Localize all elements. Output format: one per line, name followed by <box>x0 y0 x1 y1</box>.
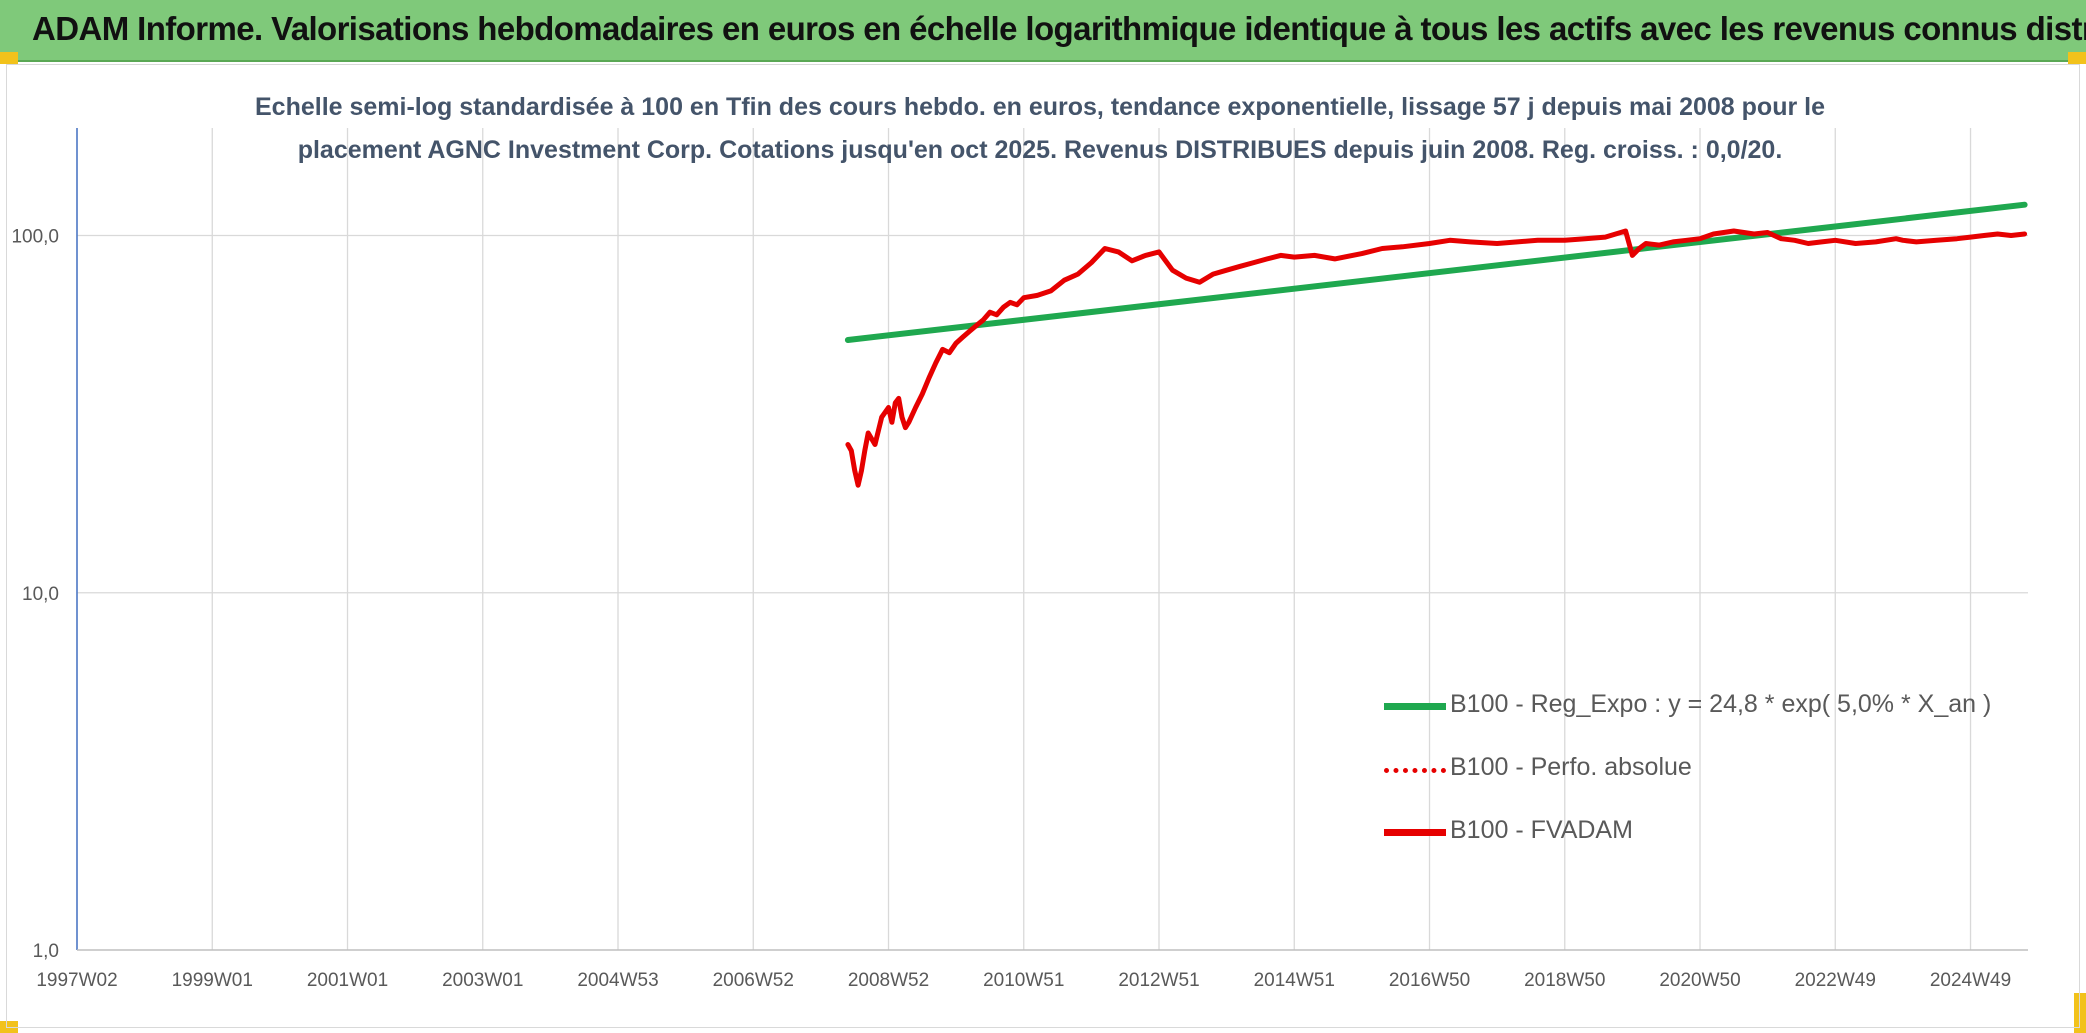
x-tick-label: 1997W02 <box>36 970 117 991</box>
x-tick-label: 1999W01 <box>172 970 253 991</box>
legend-swatch-regression <box>1384 703 1446 710</box>
x-tick-label: 2003W01 <box>442 970 523 991</box>
y-tick-label: 1,0 <box>33 941 59 962</box>
x-tick-label: 2008W52 <box>848 970 929 991</box>
series-line-solid-green <box>844 201 2028 343</box>
legend-swatch-fvadam <box>1384 829 1446 836</box>
x-tick-label: 2016W50 <box>1389 970 1470 991</box>
legend-label-fvadam: B100 - FVADAM <box>1450 816 1633 844</box>
report-header: ADAM Informe. Valorisations hebdomadaire… <box>0 0 2086 62</box>
x-tick-label: 2006W52 <box>713 970 794 991</box>
legend-swatch-perfo-absolue <box>1384 768 1446 773</box>
x-tick-label: 2004W53 <box>577 970 658 991</box>
chart-title-line-1: Echelle semi-log standardisée à 100 en T… <box>255 93 1825 121</box>
corner-marker-top-left <box>0 52 18 64</box>
x-tick-label: 2014W51 <box>1254 970 1335 991</box>
chart-frame <box>6 64 2080 1028</box>
x-tick-label: 2024W49 <box>1930 970 2011 991</box>
series-line-solid-red <box>845 228 2028 488</box>
x-tick-label: 2022W49 <box>1795 970 1876 991</box>
corner-marker-bottom-right <box>2074 993 2086 1033</box>
x-tick-label: 2012W51 <box>1118 970 1199 991</box>
y-tick-label: 10,0 <box>22 584 59 605</box>
corner-marker-top-right <box>2068 52 2086 64</box>
y-tick-label: 100,0 <box>11 227 59 248</box>
chart-title: Echelle semi-log standardisée à 100 en T… <box>240 86 1840 172</box>
x-tick-label: 2020W50 <box>1659 970 1740 991</box>
legend-label-regression: B100 - Reg_Expo : y = 24,8 * exp( 5,0% *… <box>1450 690 1992 718</box>
x-tick-label: 2001W01 <box>307 970 388 991</box>
report-title: ADAM Informe. Valorisations hebdomadaire… <box>32 10 2086 47</box>
x-tick-label: 2018W50 <box>1524 970 1605 991</box>
chart-title-line-2: placement AGNC Investment Corp. Cotation… <box>297 136 1783 164</box>
legend-label-perfo-absolue: B100 - Perfo. absolue <box>1450 753 1692 781</box>
x-tick-label: 2010W51 <box>983 970 1064 991</box>
